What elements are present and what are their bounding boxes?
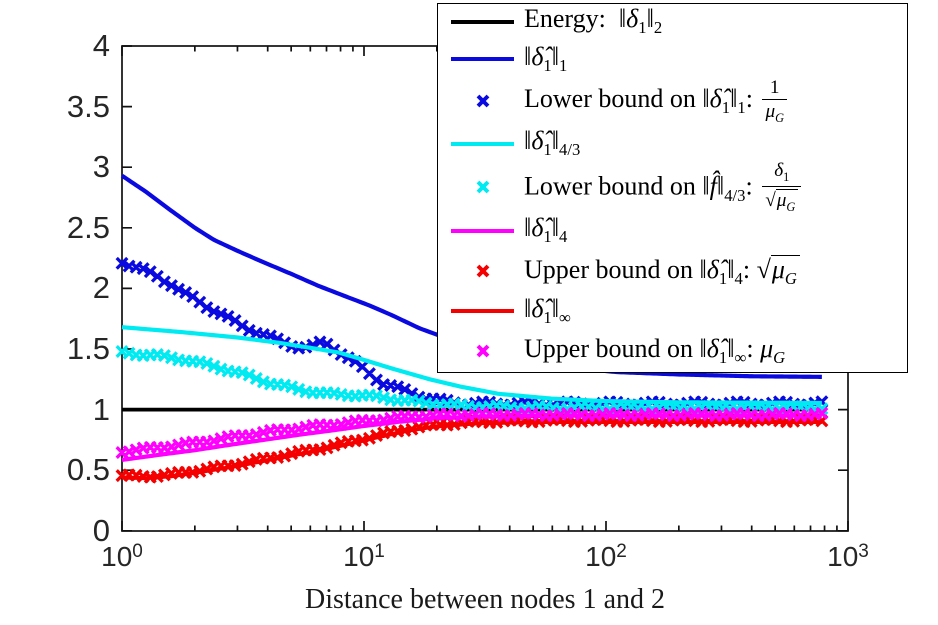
legend-item-label: ‖δ̂1‖∞ <box>524 293 571 327</box>
y-tick-label: 3.5 <box>66 88 110 124</box>
x-tick-label: 100 <box>101 541 143 572</box>
legend-item-label: ‖δ̂1‖4/3 <box>524 126 581 160</box>
legend-item-energy: Energy: ‖δ1‖2 <box>438 4 907 39</box>
x-tick-label: 103 <box>827 541 869 572</box>
legend-item-linf-norm: ‖δ̂1‖∞ <box>438 291 907 331</box>
x-tick-label: 101 <box>343 541 385 572</box>
legend-line-sample <box>438 19 524 24</box>
legend-item-linf-upper-bound: Upper bound on ‖δ̂1‖∞: μG <box>438 331 907 371</box>
legend-item-label: ‖δ̂1‖4 <box>524 213 568 247</box>
legend-item-label: Energy: ‖δ1‖2 <box>524 4 663 38</box>
legend-line-sample <box>438 309 524 313</box>
x-axis-label: Distance between nodes 1 and 2 <box>305 584 665 615</box>
y-tick-label: 0 <box>92 512 110 548</box>
legend-item-label: Upper bound on ‖δ̂1‖4: √μG <box>524 254 800 288</box>
legend-item-l43-norm: ‖δ̂1‖4/3 <box>438 123 907 164</box>
legend-x-marker-icon <box>438 92 524 110</box>
x-tick-label: 102 <box>585 541 627 572</box>
legend-line-sample <box>438 141 524 146</box>
legend-item-l43-lower-bound: Lower bound on ‖f̂‖4/3: δ1 √μG <box>438 161 907 213</box>
legend-item-label: Lower bound on ‖f̂‖4/3: δ1 √μG <box>524 161 802 213</box>
legend-item-label: ‖δ̂1‖1 <box>524 41 568 75</box>
legend-item-l1-norm: ‖δ̂1‖1 <box>438 39 907 79</box>
legend-item-label: Lower bound on ‖δ̂1‖1: 1 μG <box>524 77 787 125</box>
legend-x-marker-icon <box>438 342 524 360</box>
legend-item-label: Upper bound on ‖δ̂1‖∞: μG <box>524 333 786 367</box>
y-tick-label: 4 <box>92 28 110 63</box>
legend-item-l4-norm: ‖δ̂1‖4 <box>438 210 907 251</box>
legend-line-sample <box>438 57 524 61</box>
y-tick-label: 3 <box>92 149 110 185</box>
y-tick-label: 1 <box>92 391 110 427</box>
legend-x-marker-icon <box>438 178 524 196</box>
legend-item-l4-upper-bound: Upper bound on ‖δ̂1‖4: √μG <box>438 251 907 291</box>
y-tick-label: 2 <box>92 270 110 306</box>
legend-item-l1-lower-bound: Lower bound on ‖δ̂1‖1: 1 μG <box>438 77 907 125</box>
legend: Energy: ‖δ1‖2 ‖δ̂1‖1 Lower bound on ‖δ̂1‖1… <box>437 3 908 373</box>
y-tick-label: 2.5 <box>66 209 110 245</box>
y-tick-label: 1.5 <box>66 331 110 366</box>
legend-line-sample <box>438 228 524 233</box>
y-tick-label: 0.5 <box>66 452 110 488</box>
legend-x-marker-icon <box>438 262 524 280</box>
